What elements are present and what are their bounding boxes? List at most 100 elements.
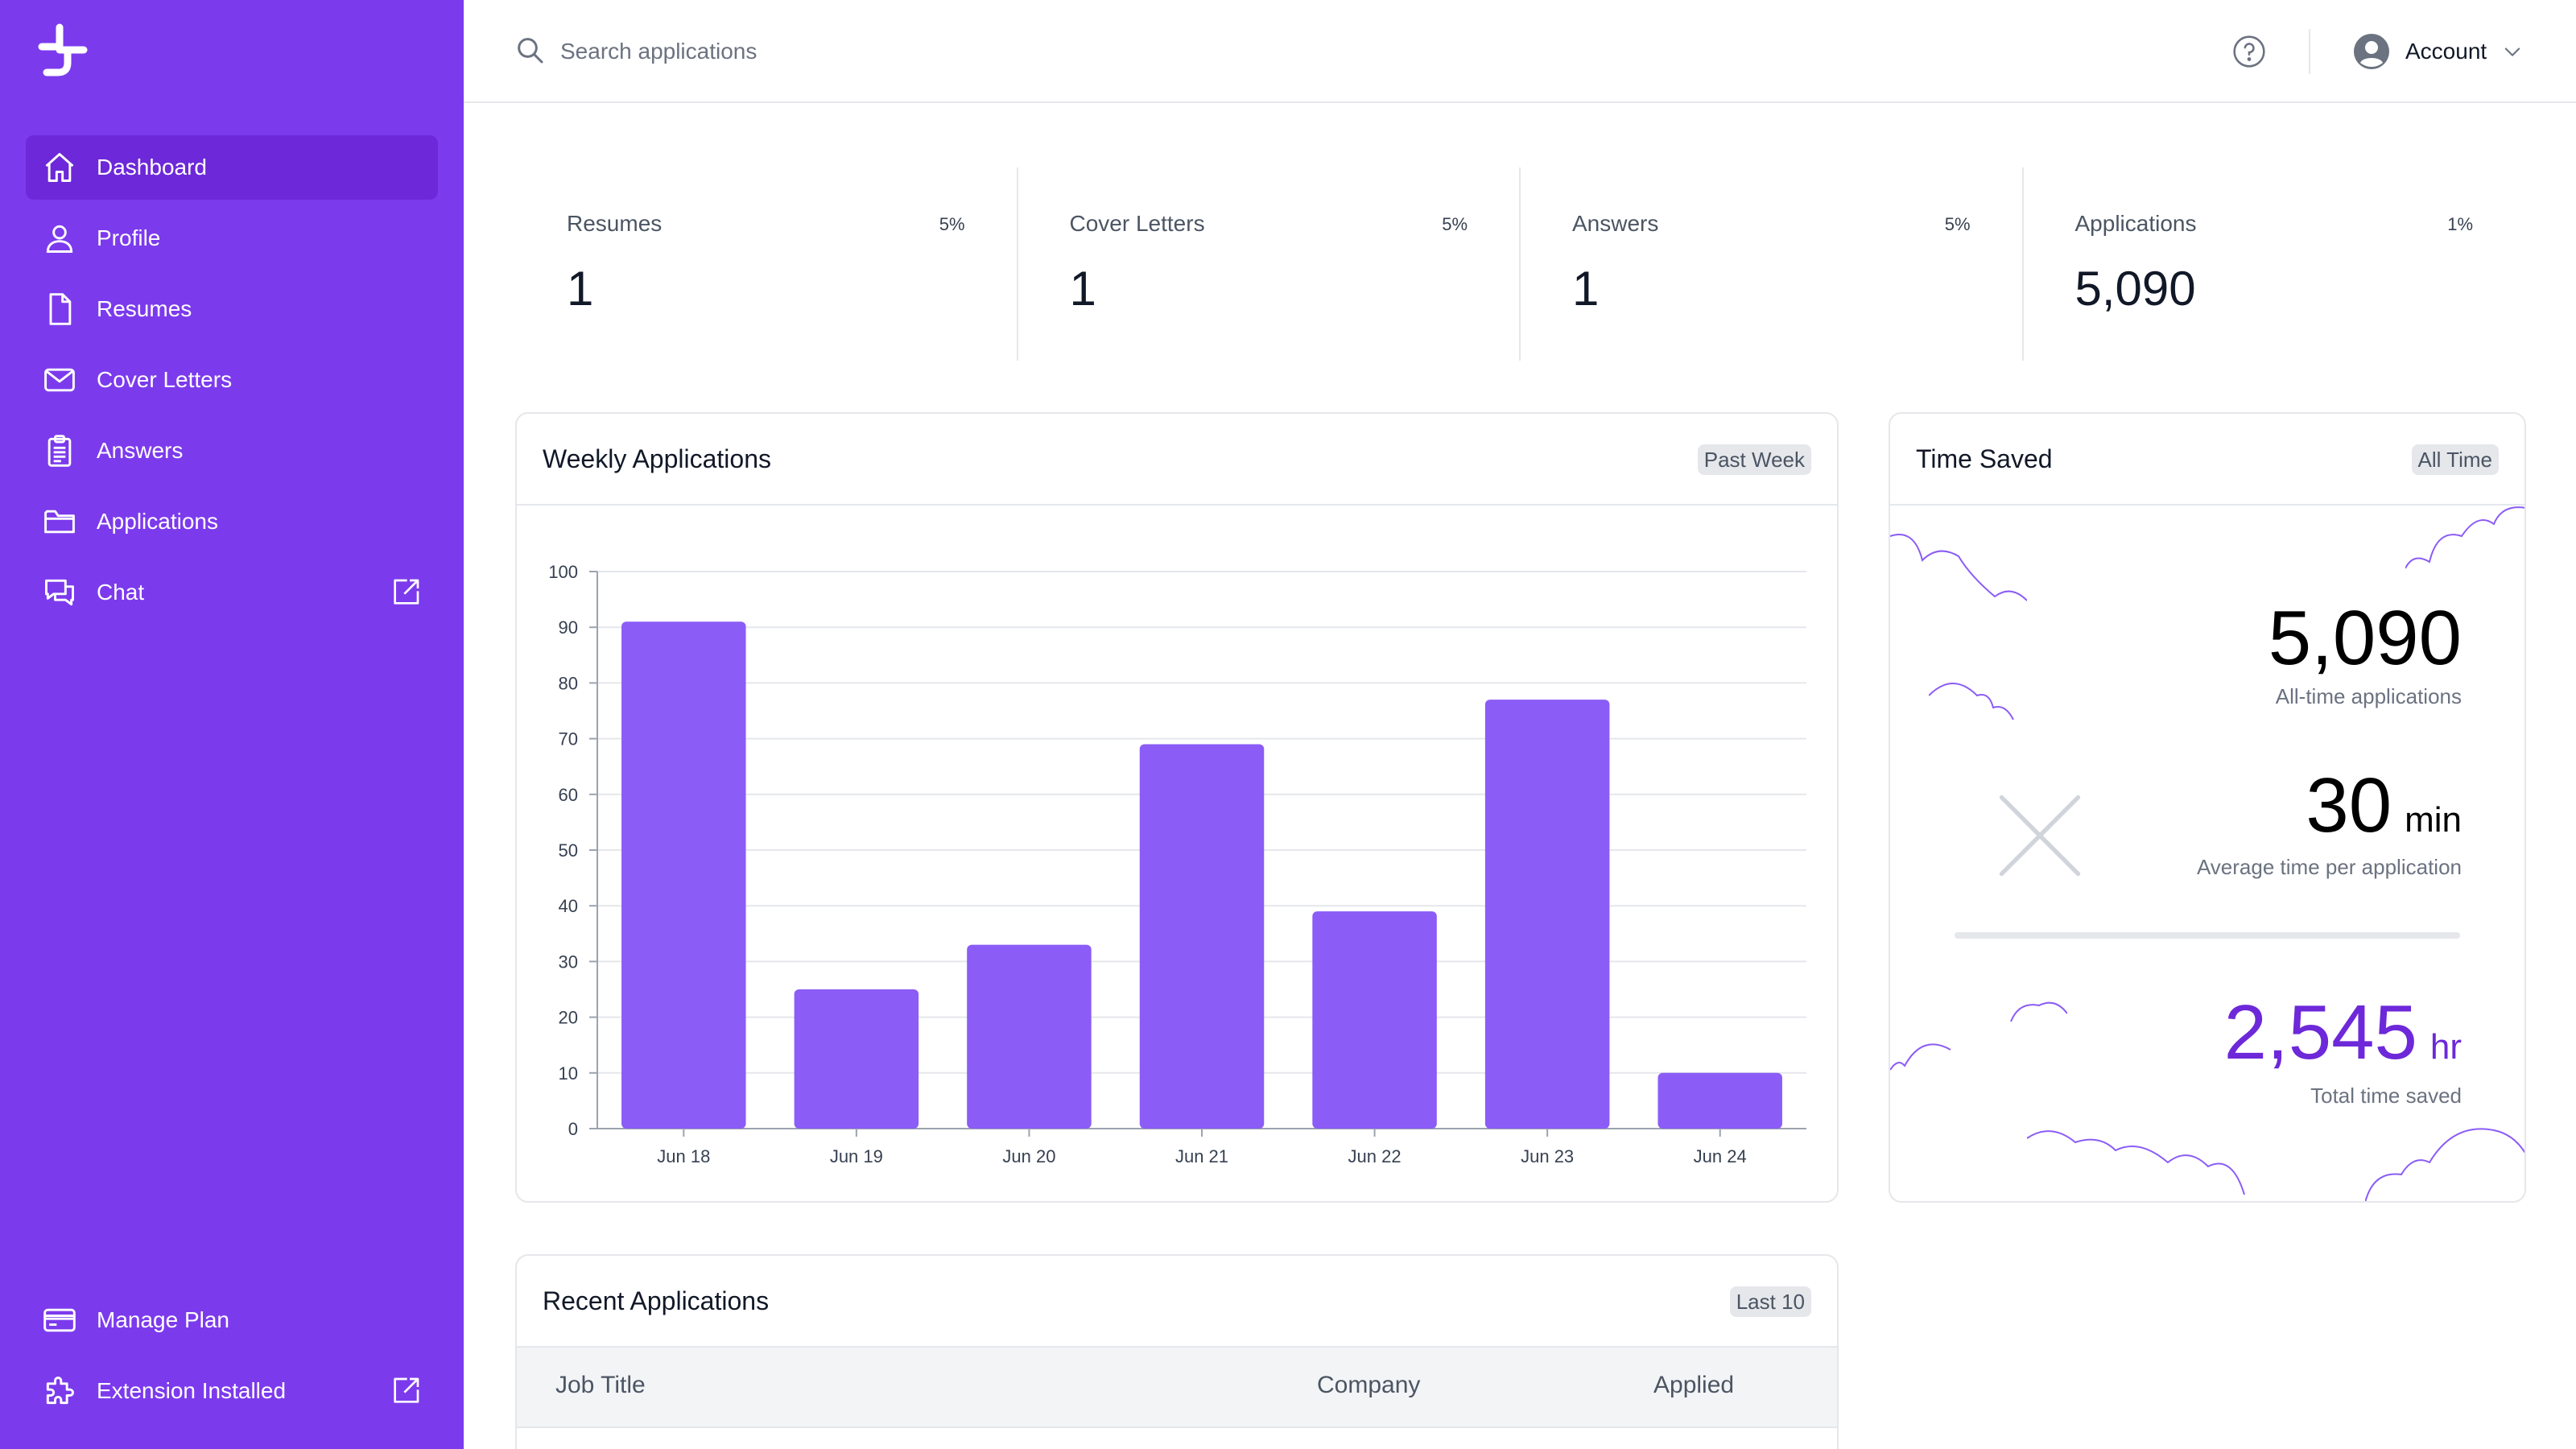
stat-label: Cover Letters xyxy=(1069,211,1205,236)
user-icon xyxy=(40,219,79,258)
multiply-icon xyxy=(1999,795,2081,877)
topbar: Account xyxy=(464,0,2576,103)
help-icon[interactable] xyxy=(2231,34,2267,69)
external-link-icon[interactable] xyxy=(390,1375,422,1407)
chevron-down-icon xyxy=(2504,47,2520,56)
chat-icon xyxy=(40,573,79,612)
x-tick-label: Jun 21 xyxy=(1175,1146,1228,1166)
average-time-label: Average time per application xyxy=(2196,855,2462,879)
sidebar-item-profile[interactable]: Profile xyxy=(26,206,438,270)
time-saved-card: Time Saved All Time 5,090 All-time appli… xyxy=(1889,412,2526,1203)
stat-label: Answers xyxy=(1572,211,1659,236)
search-input[interactable] xyxy=(560,29,1285,74)
card-header: Weekly Applications Past Week xyxy=(517,414,1837,506)
sidebar-item-label: Extension Installed xyxy=(97,1378,287,1403)
period-badge[interactable]: All Time xyxy=(2411,444,2499,475)
sidebar: Dashboard Profile Resumes Cover Letters … xyxy=(0,0,464,1449)
sidebar-item-answers[interactable]: Answers xyxy=(26,419,438,483)
bar xyxy=(794,989,919,1129)
total-time-saved: 2,545 hr xyxy=(2224,989,2462,1077)
stat-answers: Answers 5% 1 xyxy=(1519,167,2022,361)
search-icon xyxy=(518,38,543,64)
y-tick-label: 10 xyxy=(559,1063,578,1084)
x-tick-label: Jun 22 xyxy=(1348,1146,1402,1166)
average-time-value: 30 xyxy=(2306,762,2392,848)
stat-percent: 5% xyxy=(1442,214,1468,234)
y-tick-label: 0 xyxy=(568,1119,578,1139)
cloud-decoration xyxy=(1890,1001,2067,1071)
avatar xyxy=(2354,34,2389,69)
account-label: Account xyxy=(2405,39,2487,64)
bar xyxy=(621,621,746,1129)
sidebar-item-cover-letters[interactable]: Cover Letters xyxy=(26,348,438,412)
stat-applications: Applications 1% 5,090 xyxy=(2021,167,2525,361)
sidebar-item-label: Cover Letters xyxy=(97,367,233,392)
stat-value: 1 xyxy=(567,262,594,316)
y-tick-label: 100 xyxy=(548,562,578,582)
folder-icon xyxy=(40,502,79,541)
sidebar-item-label: Dashboard xyxy=(97,155,207,180)
sidebar-item-applications[interactable]: Applications xyxy=(26,489,438,554)
stat-resumes: Resumes 5% 1 xyxy=(515,167,1017,361)
y-tick-label: 70 xyxy=(559,729,578,749)
sidebar-item-label: Applications xyxy=(97,509,218,534)
column-header-applied[interactable]: Applied xyxy=(1653,1372,1735,1398)
cloud-decoration xyxy=(1890,534,2027,601)
y-tick-label: 30 xyxy=(559,952,578,972)
stat-value: 1 xyxy=(1069,262,1096,316)
period-badge[interactable]: Last 10 xyxy=(1729,1286,1811,1317)
recent-applications-card: Recent Applications Last 10 Job Title Co… xyxy=(515,1254,1839,1449)
sidebar-item-resumes[interactable]: Resumes xyxy=(26,277,438,341)
y-tick-label: 20 xyxy=(559,1008,578,1028)
card-title: Weekly Applications xyxy=(543,444,771,473)
account-menu[interactable]: Account xyxy=(2352,31,2524,72)
brand-logo-icon[interactable] xyxy=(35,23,93,80)
credit-card-icon xyxy=(40,1301,79,1340)
sidebar-item-extension[interactable]: Extension Installed xyxy=(26,1359,438,1423)
external-link-icon[interactable] xyxy=(390,576,422,609)
stat-value: 5,090 xyxy=(2074,262,2196,316)
card-header: Recent Applications Last 10 xyxy=(517,1256,1837,1348)
total-time-label: Total time saved xyxy=(2310,1084,2462,1108)
document-icon xyxy=(40,290,79,328)
cloud-decoration xyxy=(1929,683,2014,720)
topbar-divider xyxy=(2309,29,2310,74)
card-header: Time Saved All Time xyxy=(1890,414,2524,506)
sidebar-nav: Dashboard Profile Resumes Cover Letters … xyxy=(26,135,438,631)
column-header-job-title[interactable]: Job Title xyxy=(555,1372,646,1398)
cloud-decoration xyxy=(2405,506,2524,569)
sidebar-item-manage-plan[interactable]: Manage Plan xyxy=(26,1288,438,1352)
cloud-decoration xyxy=(2027,1130,2245,1195)
sidebar-item-label: Manage Plan xyxy=(97,1307,230,1332)
bar xyxy=(1139,744,1265,1129)
total-time-unit: hr xyxy=(2429,1027,2462,1067)
sidebar-item-label: Chat xyxy=(97,580,145,605)
sidebar-item-label: Answers xyxy=(97,438,184,463)
sidebar-item-chat[interactable]: Chat xyxy=(26,560,438,625)
x-tick-label: Jun 18 xyxy=(657,1146,710,1166)
mail-icon xyxy=(40,361,79,399)
applications-count: 5,090 xyxy=(2268,595,2462,681)
y-tick-label: 60 xyxy=(559,785,578,805)
table-header: Job Title Company Applied xyxy=(517,1348,1837,1428)
stat-percent: 5% xyxy=(939,214,965,234)
applications-label: All-time applications xyxy=(2275,684,2462,708)
sidebar-bottom: Manage Plan Extension Installed xyxy=(26,1288,438,1430)
clipboard-icon xyxy=(40,431,79,470)
x-tick-label: Jun 23 xyxy=(1521,1146,1574,1166)
puzzle-icon xyxy=(40,1372,79,1410)
stat-percent: 5% xyxy=(1944,214,1971,234)
column-header-company[interactable]: Company xyxy=(1317,1372,1421,1398)
y-tick-label: 90 xyxy=(559,617,578,638)
stats-row: Resumes 5% 1 Cover Letters 5% 1 Answers … xyxy=(515,167,2524,361)
weekly-applications-card: Weekly Applications Past Week 0 10 20 30 40 5… xyxy=(515,412,1839,1203)
period-badge[interactable]: Past Week xyxy=(1697,444,1811,475)
bar xyxy=(1484,700,1610,1129)
bar xyxy=(967,944,1092,1129)
x-tick-label: Jun 24 xyxy=(1694,1146,1747,1166)
y-tick-label: 40 xyxy=(559,896,578,916)
sidebar-item-dashboard[interactable]: Dashboard xyxy=(26,135,438,200)
x-tick-label: Jun 19 xyxy=(830,1146,883,1166)
bar xyxy=(1312,911,1437,1129)
x-tick-label: Jun 20 xyxy=(1002,1146,1055,1166)
